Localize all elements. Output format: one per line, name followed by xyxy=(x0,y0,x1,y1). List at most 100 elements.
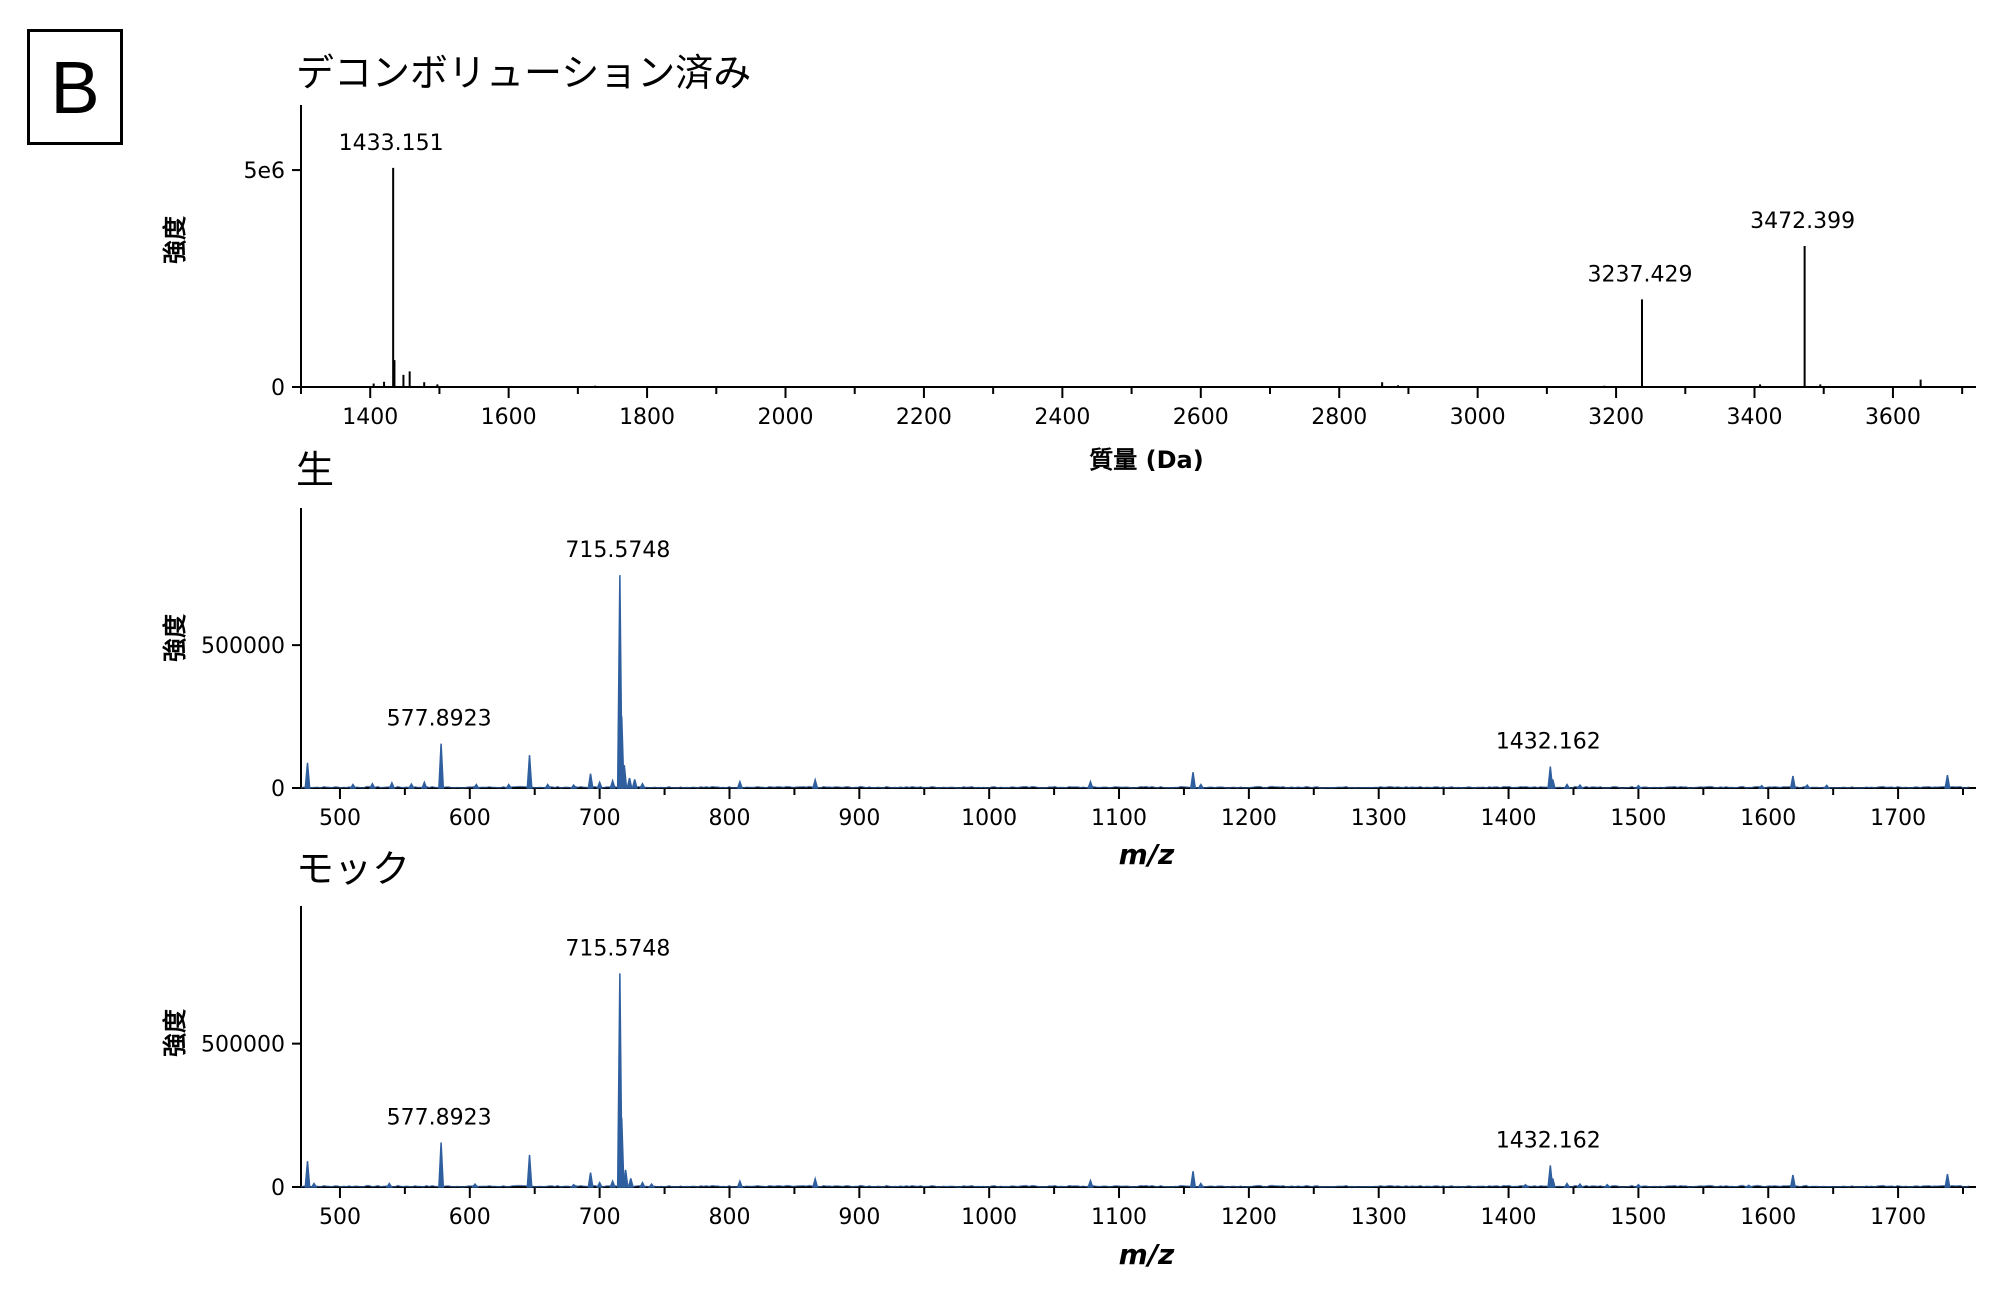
mock-peak xyxy=(526,1154,533,1188)
raw-title: 生 xyxy=(296,448,334,492)
raw-peak xyxy=(407,782,415,789)
mock-peak xyxy=(569,1183,578,1188)
mock-peak-label: 577.8923 xyxy=(387,1106,492,1131)
deconv-x-tick-label: 3000 xyxy=(1450,405,1506,430)
mock-x-tick-label: 1700 xyxy=(1870,1205,1926,1230)
raw-peak xyxy=(812,777,819,789)
mock-peak xyxy=(1197,1182,1205,1188)
raw-x-tick-label: 1700 xyxy=(1870,806,1926,831)
deconv-x-tick-label: 1800 xyxy=(619,405,675,430)
mock-x-tick-label: 700 xyxy=(579,1205,621,1230)
mock-baseline-noise xyxy=(300,1184,1970,1188)
raw-x-tick-label: 1600 xyxy=(1740,806,1796,831)
mock-x-tick-label: 500 xyxy=(319,1205,361,1230)
deconv-chart: デコンボリューション済み 0 5e6 1400 1600 1800 2000 2200 2400… xyxy=(161,51,1976,474)
mock-peak xyxy=(812,1176,819,1188)
raw-peak xyxy=(368,782,376,789)
mock-peak xyxy=(438,1142,445,1188)
raw-peak xyxy=(349,783,357,789)
mock-x-tick-label: 1400 xyxy=(1481,1205,1537,1230)
mock-peak-label: 1432.162 xyxy=(1496,1128,1601,1153)
deconv-y-tick-label: 0 xyxy=(271,376,285,401)
raw-peak xyxy=(421,780,428,789)
mock-x-tick-label: 800 xyxy=(708,1205,750,1230)
raw-peak xyxy=(1803,783,1811,789)
raw-peak xyxy=(438,743,445,789)
deconv-peak-label: 3237.429 xyxy=(1587,262,1692,287)
deconv-x-tick-label: 1600 xyxy=(481,405,537,430)
raw-peak xyxy=(1634,784,1643,789)
mock-title: モック xyxy=(296,847,410,891)
mock-peak xyxy=(1521,1183,1530,1188)
raw-peak xyxy=(505,783,513,789)
raw-peak-label: 715.5748 xyxy=(565,538,670,563)
raw-x-tick-label: 1100 xyxy=(1091,806,1147,831)
raw-x-tick-label: 1000 xyxy=(961,806,1017,831)
mock-peak xyxy=(310,1182,318,1188)
raw-chart: 生 0 500000 500 600 700 800 900 1000 1100 1200 1300 1… xyxy=(161,448,1976,871)
raw-peak xyxy=(526,755,533,789)
raw-x-tick-label: 800 xyxy=(708,806,750,831)
raw-peak xyxy=(304,762,311,789)
raw-peak-label: 577.8923 xyxy=(387,707,492,732)
raw-x-tick-label: 1200 xyxy=(1221,806,1277,831)
deconv-x-tick-label: 2600 xyxy=(1173,405,1229,430)
deconv-x-tick-label: 2800 xyxy=(1311,405,1367,430)
raw-baseline-noise xyxy=(300,785,1970,789)
raw-peak xyxy=(587,773,594,789)
deconv-x-tick-label: 2200 xyxy=(896,405,952,430)
deconv-peak-label: 3472.399 xyxy=(1750,209,1855,234)
raw-peak xyxy=(626,777,633,789)
mock-peak xyxy=(304,1161,311,1188)
mock-peak xyxy=(596,1181,604,1188)
mock-peak xyxy=(622,1169,629,1188)
deconv-x-tick-label: 3200 xyxy=(1588,405,1644,430)
raw-peak xyxy=(1789,775,1797,789)
mock-peak xyxy=(1603,1183,1612,1188)
raw-peak xyxy=(1087,779,1094,789)
raw-peak xyxy=(569,783,578,789)
mock-peak xyxy=(385,1182,393,1188)
deconv-peak-label: 1433.151 xyxy=(339,131,444,156)
raw-peak xyxy=(1822,784,1831,789)
mock-peak xyxy=(1634,1183,1643,1188)
mock-peak xyxy=(609,1179,616,1188)
raw-peak xyxy=(1757,784,1766,789)
raw-peak xyxy=(736,779,744,789)
mock-peak xyxy=(587,1172,594,1188)
raw-peak xyxy=(472,783,480,789)
mock-y-tick-label: 0 xyxy=(271,1176,285,1201)
raw-x-tick-label: 700 xyxy=(579,806,621,831)
raw-peak xyxy=(1576,783,1584,789)
mock-peak xyxy=(627,1178,634,1188)
raw-y-axis-label: 強度 xyxy=(161,613,189,662)
deconv-x-tick-label: 3600 xyxy=(1865,405,1921,430)
raw-peak xyxy=(1549,779,1556,789)
raw-x-tick-label: 1400 xyxy=(1481,806,1537,831)
raw-peak-label: 1432.162 xyxy=(1496,730,1601,755)
mock-x-tick-label: 1000 xyxy=(961,1205,1017,1230)
mock-peak xyxy=(639,1181,646,1188)
raw-y-tick-label: 500000 xyxy=(201,634,285,659)
raw-peak xyxy=(388,780,396,789)
mock-x-tick-label: 1100 xyxy=(1091,1205,1147,1230)
deconv-x-tick-label: 2000 xyxy=(758,405,814,430)
mock-peak xyxy=(1189,1171,1197,1188)
mock-peak xyxy=(1549,1178,1556,1188)
mock-x-tick-label: 600 xyxy=(449,1205,491,1230)
raw-x-tick-label: 1500 xyxy=(1610,806,1666,831)
raw-peak xyxy=(544,783,552,789)
deconv-y-axis-label: 強度 xyxy=(161,215,189,264)
mock-x-tick-label: 1500 xyxy=(1610,1205,1666,1230)
panel-label: B xyxy=(27,29,123,145)
deconv-y-tick-label: 5e6 xyxy=(243,159,285,184)
raw-peak xyxy=(631,779,638,789)
raw-peak xyxy=(596,780,603,789)
raw-peak xyxy=(609,778,616,789)
raw-peak xyxy=(621,765,628,789)
raw-x-tick-label: 500 xyxy=(319,806,361,831)
mock-peak xyxy=(1087,1178,1094,1188)
raw-peak xyxy=(639,782,646,789)
mock-peak xyxy=(1789,1174,1797,1188)
